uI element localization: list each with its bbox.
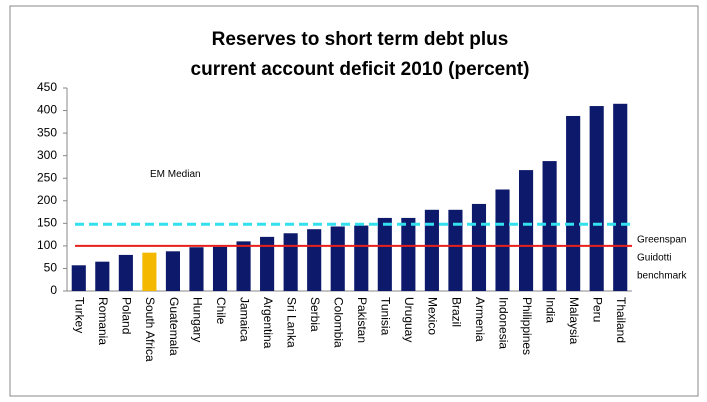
- bar: [448, 209, 463, 291]
- x-tick-label: Sri Lanka: [284, 297, 298, 348]
- y-tick-label: 0: [50, 283, 57, 297]
- x-tick-label: Chile: [214, 297, 228, 325]
- x-tick-label: Malaysia: [567, 297, 581, 345]
- x-tick-label: Colombia: [332, 297, 346, 348]
- x-tick-label: Guatemala: [167, 297, 181, 356]
- x-tick-label: Argentina: [261, 297, 275, 349]
- bar: [189, 247, 204, 291]
- x-tick-label: Hungary: [190, 297, 204, 342]
- x-tick-label: India: [543, 297, 557, 323]
- bar: [613, 103, 628, 292]
- y-tick-label: 300: [37, 148, 57, 162]
- reference-label: Guidotti: [637, 253, 671, 264]
- bar: [354, 225, 369, 291]
- x-tick-label: Brazil: [449, 297, 463, 327]
- bar: [260, 236, 275, 291]
- x-tick-label: Turkey: [73, 297, 87, 333]
- bar: [71, 265, 86, 291]
- bar: [330, 226, 345, 291]
- bar: [283, 233, 298, 291]
- x-tick-label: Thailand: [614, 297, 628, 343]
- y-tick-label: 350: [37, 125, 57, 139]
- x-tick-label: Uruguay: [402, 297, 416, 342]
- y-tick-label: 150: [37, 216, 57, 230]
- x-tick-label: Indonesia: [496, 297, 510, 349]
- x-tick-label: Philippines: [520, 297, 534, 355]
- bar: [401, 217, 416, 291]
- bar: [118, 254, 133, 291]
- x-tick-label: Serbia: [308, 297, 322, 332]
- y-tick-label: 200: [37, 193, 57, 207]
- bar: [95, 261, 110, 291]
- bar: [519, 170, 534, 291]
- x-tick-label: Mexico: [426, 297, 440, 335]
- x-tick-label: Tunisia: [379, 297, 393, 336]
- bar: [566, 115, 581, 291]
- reference-label: EM Median: [150, 169, 201, 180]
- y-tick-label: 400: [37, 103, 57, 117]
- bar: [212, 246, 228, 291]
- x-tick-label: Jamaica: [237, 297, 251, 342]
- x-tick-label: Armenia: [473, 297, 487, 342]
- y-tick-label: 100: [37, 238, 57, 252]
- reference-label: Greenspan: [637, 235, 686, 246]
- chart-frame: [9, 5, 699, 397]
- y-tick-label: 50: [44, 261, 58, 275]
- bar: [307, 229, 322, 291]
- x-tick-label: South Africa: [143, 297, 157, 362]
- bar: [589, 106, 604, 292]
- y-tick-label: 250: [37, 170, 57, 184]
- bar: [424, 209, 439, 291]
- bar: [471, 203, 487, 291]
- x-tick-label: Pakistan: [355, 297, 369, 343]
- y-tick-label: 450: [37, 80, 57, 94]
- bar: [236, 241, 251, 291]
- bar: [165, 251, 180, 291]
- bar: [377, 217, 392, 291]
- reference-label: benchmark: [637, 271, 687, 282]
- bar: [495, 189, 510, 291]
- x-tick-label: Poland: [120, 297, 134, 334]
- bar: [142, 252, 157, 291]
- bar: [542, 161, 557, 291]
- chart-title: Reserves to short term debt plus: [212, 29, 509, 50]
- x-tick-label: Romania: [96, 297, 110, 345]
- chart-title: current account deficit 2010 (percent): [191, 59, 530, 80]
- x-tick-label: Peru: [591, 297, 605, 322]
